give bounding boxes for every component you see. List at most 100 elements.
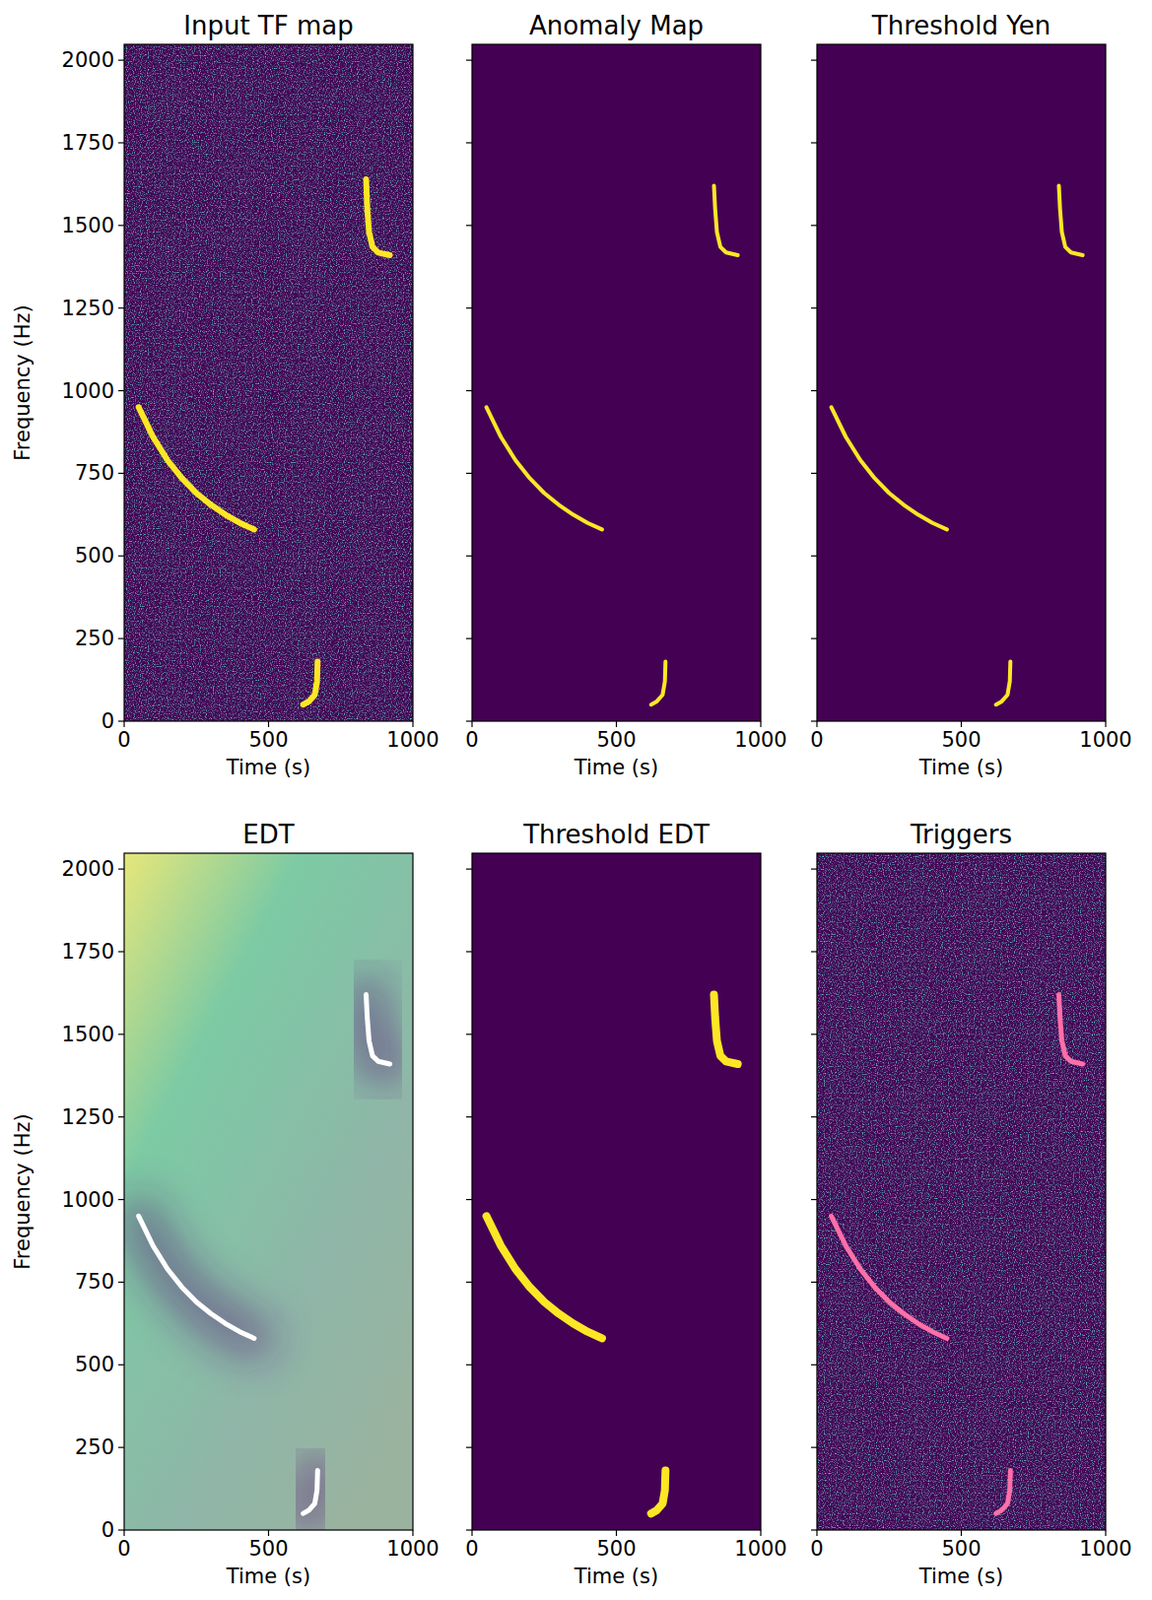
x-tick — [759, 1530, 761, 1537]
track — [1059, 995, 1084, 1065]
background — [472, 44, 761, 722]
y-axis-title: Frequency (Hz) — [10, 1113, 35, 1270]
y-tick — [811, 1282, 817, 1284]
x-tick-label: 1000 — [1079, 1537, 1132, 1561]
y-tick — [118, 60, 125, 62]
y-tick-label: 1000 — [62, 1188, 115, 1213]
edt-halo — [138, 1216, 255, 1339]
y-tick — [811, 307, 817, 309]
y-tick — [466, 473, 473, 475]
y-tick — [466, 1282, 473, 1284]
x-tick — [471, 721, 473, 728]
y-tick — [118, 1364, 125, 1366]
x-tick-label: 500 — [941, 728, 981, 752]
y-tick — [118, 1447, 125, 1449]
y-tick — [811, 1447, 817, 1449]
frame — [124, 853, 413, 1531]
y-tick — [466, 1033, 473, 1035]
y-tick — [118, 224, 125, 226]
y-tick — [466, 141, 473, 143]
y-tick — [811, 390, 817, 392]
y-tick — [811, 1364, 817, 1366]
panel-title: Anomaly Map — [529, 10, 704, 41]
y-tick-label: 500 — [74, 1353, 115, 1377]
x-tick — [1104, 1530, 1106, 1537]
track — [996, 1471, 1012, 1515]
y-tick-label: 2000 — [62, 48, 115, 72]
y-tick — [118, 1199, 125, 1201]
panel-title: Triggers — [909, 819, 1013, 850]
x-axis-title: Time (s) — [918, 755, 1004, 780]
y-tick — [811, 1199, 817, 1201]
x-tick-label: 0 — [810, 1537, 823, 1561]
y-tick — [118, 307, 125, 309]
panel: 05001000Threshold YenTime (s) — [810, 10, 1132, 780]
edt-halo — [366, 995, 391, 1065]
plot-area — [472, 853, 761, 1531]
x-tick — [759, 721, 761, 728]
x-tick-label: 1000 — [386, 1537, 439, 1561]
x-axis-title: Time (s) — [573, 1564, 659, 1589]
panel: 05001000025050075010001250150017502000ED… — [10, 819, 440, 1589]
y-tick-label: 1500 — [62, 1022, 115, 1047]
track — [651, 1471, 667, 1515]
background — [472, 853, 761, 1531]
y-tick — [811, 60, 817, 62]
y-tick — [466, 869, 473, 871]
background — [816, 853, 1106, 1531]
x-tick — [471, 1530, 473, 1537]
plot-area — [816, 44, 1106, 722]
y-tick — [811, 473, 817, 475]
x-tick-label: 500 — [596, 728, 636, 752]
x-tick-label: 500 — [248, 728, 288, 752]
y-tick-label: 1250 — [62, 1105, 115, 1130]
y-tick — [811, 720, 817, 722]
background — [816, 44, 1106, 722]
x-tick-label: 1000 — [734, 728, 787, 752]
x-tick — [960, 721, 962, 728]
x-tick — [123, 721, 125, 728]
track — [486, 406, 603, 530]
y-tick — [466, 555, 473, 557]
frame — [472, 44, 761, 722]
track — [714, 186, 739, 256]
frame — [472, 853, 761, 1531]
y-tick — [466, 1116, 473, 1118]
background — [124, 853, 413, 1531]
x-tick-label: 1000 — [386, 728, 439, 752]
figure: 05001000025050075010001250150017502000In… — [0, 0, 1152, 1600]
x-axis-title: Time (s) — [918, 1564, 1004, 1589]
y-tick — [466, 307, 473, 309]
x-tick-label: 0 — [465, 728, 478, 752]
plot-area — [124, 44, 413, 722]
y-tick — [811, 869, 817, 871]
panel-title: Threshold Yen — [871, 10, 1051, 41]
edt-halo — [303, 1471, 319, 1515]
panel-title: Threshold EDT — [522, 819, 710, 850]
x-axis-title: Time (s) — [225, 755, 311, 780]
background — [124, 44, 413, 722]
plot-area — [124, 853, 413, 1531]
x-tick — [123, 1530, 125, 1537]
y-tick-label: 1750 — [62, 131, 115, 155]
y-tick — [118, 1529, 125, 1531]
y-tick-label: 500 — [74, 543, 115, 568]
track — [651, 662, 667, 706]
track — [138, 1216, 255, 1339]
x-tick — [411, 1530, 413, 1537]
y-tick — [811, 638, 817, 640]
x-tick — [268, 1530, 270, 1537]
x-tick — [615, 721, 617, 728]
y-tick — [466, 390, 473, 392]
panel: 05001000TriggersTime (s) — [810, 819, 1132, 1589]
x-tick-label: 0 — [117, 1537, 131, 1561]
x-tick-label: 1000 — [1079, 728, 1132, 752]
y-tick — [118, 1282, 125, 1284]
x-tick — [268, 721, 270, 728]
x-tick — [815, 1530, 817, 1537]
y-tick — [118, 1033, 125, 1035]
y-tick — [466, 60, 473, 62]
y-tick — [466, 638, 473, 640]
y-tick — [811, 141, 817, 143]
y-tick — [118, 555, 125, 557]
